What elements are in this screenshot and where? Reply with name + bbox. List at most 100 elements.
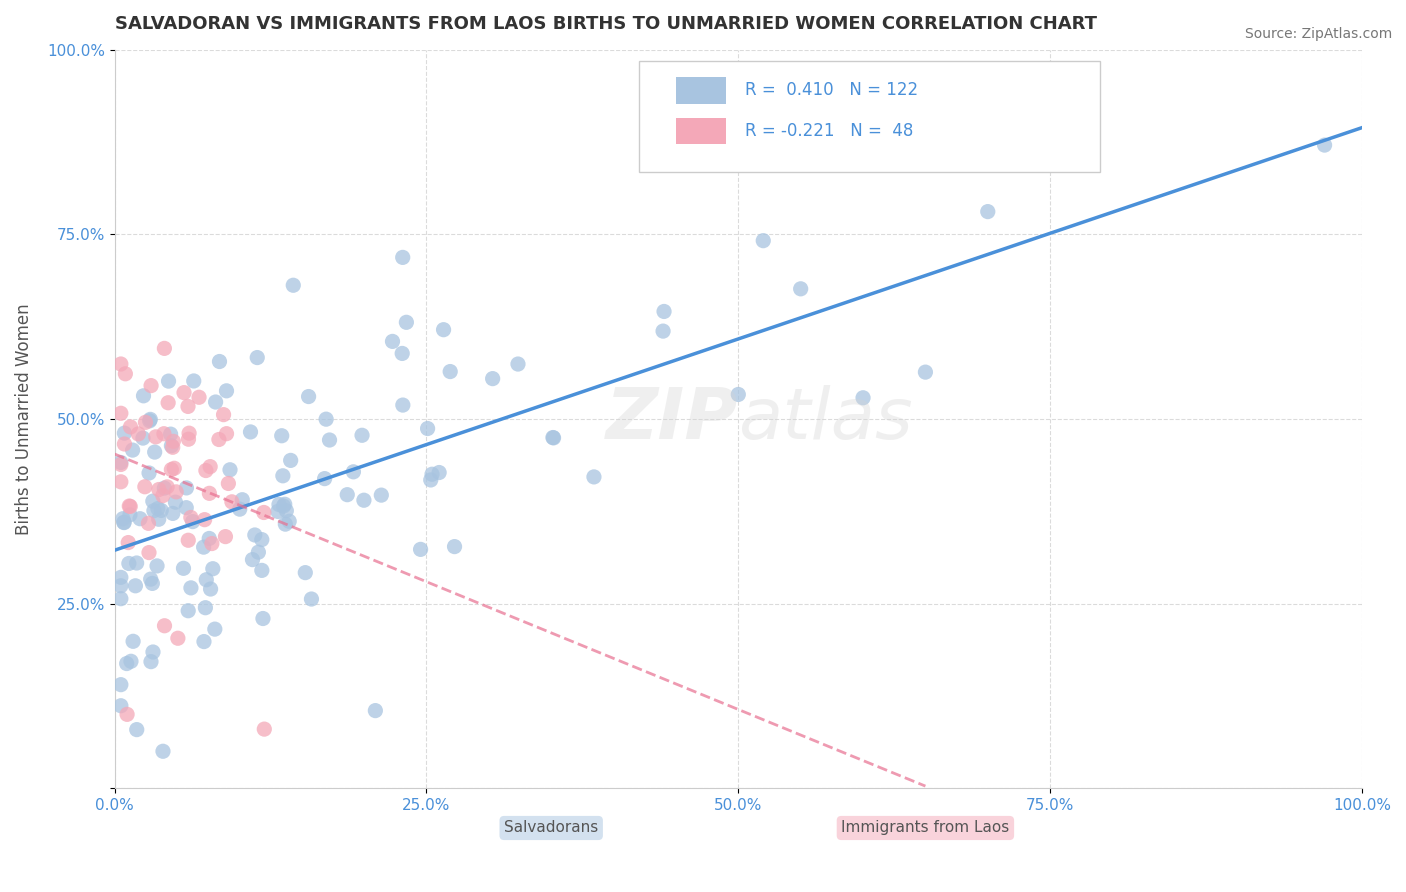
Point [229,502,252,516]
Point [294,566,316,580]
Point [541,431,564,445]
Point [139,572,162,586]
Point [506,357,529,371]
Point [392,398,415,412]
Point [173,561,195,575]
Point [977,204,1000,219]
Point [914,365,936,379]
Point [180,581,202,595]
Point [271,468,294,483]
Point [111,512,134,526]
Point [160,439,183,453]
Point [120,654,142,668]
Point [318,433,340,447]
Point [173,385,195,400]
Point [193,634,215,648]
Text: R =  0.410   N = 122: R = 0.410 N = 122 [745,81,918,99]
Point [391,251,413,265]
Point [652,304,675,318]
Point [789,282,811,296]
Point [117,535,139,549]
Point [283,278,305,293]
Point [336,488,359,502]
Point [122,634,145,648]
Point [141,576,163,591]
Point [148,512,170,526]
Point [270,428,292,442]
Point [242,552,264,566]
Point [153,426,176,441]
Point [125,556,148,570]
Point [342,465,364,479]
Point [481,371,503,385]
Point [138,414,160,428]
Point [194,464,217,478]
Point [219,463,242,477]
Point [198,486,221,500]
FancyBboxPatch shape [638,61,1099,171]
FancyBboxPatch shape [676,77,725,103]
Point [132,431,155,445]
Point [274,517,297,532]
Point [146,558,169,573]
Point [439,365,461,379]
Point [381,334,404,349]
Point [159,427,181,442]
Point [315,412,337,426]
Text: atlas: atlas [738,384,912,453]
Point [120,420,142,434]
Point [163,461,186,475]
Point [201,562,224,576]
Point [121,443,143,458]
Point [193,540,215,554]
Point [162,440,184,454]
Point [419,473,441,487]
Point [118,499,141,513]
Point [183,374,205,388]
Point [125,723,148,737]
Point [652,324,675,338]
Point [118,508,141,522]
Point [127,426,149,441]
Point [138,516,160,531]
Point [208,354,231,368]
Point [177,432,200,446]
Point [212,408,235,422]
Point [267,504,290,518]
Point [420,467,443,482]
Point [252,611,274,625]
Point [231,492,253,507]
Point [395,315,418,329]
Point [143,445,166,459]
Point [138,545,160,559]
Point [145,430,167,444]
Point [165,484,187,499]
Point [129,512,152,526]
Point [153,619,176,633]
Point [443,540,465,554]
Point [273,499,295,513]
Point [152,489,174,503]
Point [204,622,226,636]
Point [115,707,138,722]
Point [160,462,183,476]
Point [110,455,132,469]
Point [280,453,302,467]
Point [198,532,221,546]
Point [162,434,184,449]
Text: SALVADORAN VS IMMIGRANTS FROM LAOS BIRTHS TO UNMARRIED WOMEN CORRELATION CHART: SALVADORAN VS IMMIGRANTS FROM LAOS BIRTH… [115,15,1097,33]
Point [110,406,132,420]
Point [142,494,165,508]
Point [153,481,176,495]
Point [148,483,170,497]
Point [146,501,169,516]
Point [110,475,132,489]
Point [110,698,132,713]
Point [200,582,222,596]
Point [120,500,142,514]
Point [370,488,392,502]
Point [139,378,162,392]
Point [243,528,266,542]
Point [132,389,155,403]
Point [204,395,226,409]
